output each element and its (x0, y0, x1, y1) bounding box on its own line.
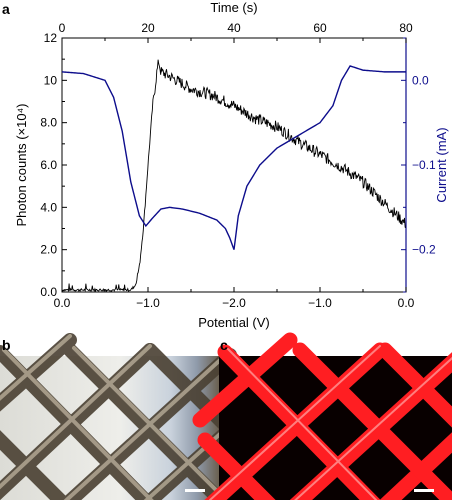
x-bottom-tick-label: −2.0 (222, 296, 246, 310)
y-left-tick-label: 0.0 (40, 285, 57, 299)
photon-counts-line (62, 59, 406, 292)
x-top-tick-label: 20 (141, 21, 155, 35)
y-right-tick-label: 0.0 (412, 73, 429, 87)
scale-bar-b (185, 489, 205, 492)
current-line (62, 65, 406, 250)
y-right-tick-label: −0.2 (412, 243, 436, 257)
panel-label-c: c (220, 337, 228, 353)
panel-label-b: b (2, 337, 11, 353)
y-left-tick-label: 8.0 (40, 116, 57, 130)
y-right-axis-title: Current (mA) (434, 127, 449, 202)
x-top-tick-label: 40 (227, 21, 241, 35)
y-left-tick-label: 4.0 (40, 200, 57, 214)
x-top-tick-label: 0 (59, 21, 66, 35)
x-top-tick-label: 60 (313, 21, 327, 35)
photo-panel-b (0, 333, 247, 500)
y-right-tick-label: −0.1 (412, 158, 436, 172)
x-bottom-tick-label: −1.0 (136, 296, 160, 310)
y-left-tick-label: 10 (44, 73, 58, 87)
y-left-axis-title: Photon counts (×10⁴) (14, 103, 29, 226)
y-left-tick-label: 12 (44, 31, 58, 45)
x-bottom-tick-label: −1.0 (308, 296, 332, 310)
y-left-tick-label: 6.0 (40, 158, 57, 172)
y-left-tick-label: 2.0 (40, 243, 57, 257)
x-bottom-tick-label: 0.0 (398, 296, 415, 310)
x-bottom-tick-label: 0.0 (54, 296, 71, 310)
plot-frame (61, 37, 407, 293)
x-bottom-axis-title: Potential (V) (198, 315, 270, 330)
scale-bar-c (414, 489, 434, 492)
panel-label-a: a (2, 1, 10, 17)
x-top-axis-title: Time (s) (210, 0, 257, 15)
photo-panel-c (192, 332, 452, 500)
x-top-tick-label: 80 (399, 21, 413, 35)
